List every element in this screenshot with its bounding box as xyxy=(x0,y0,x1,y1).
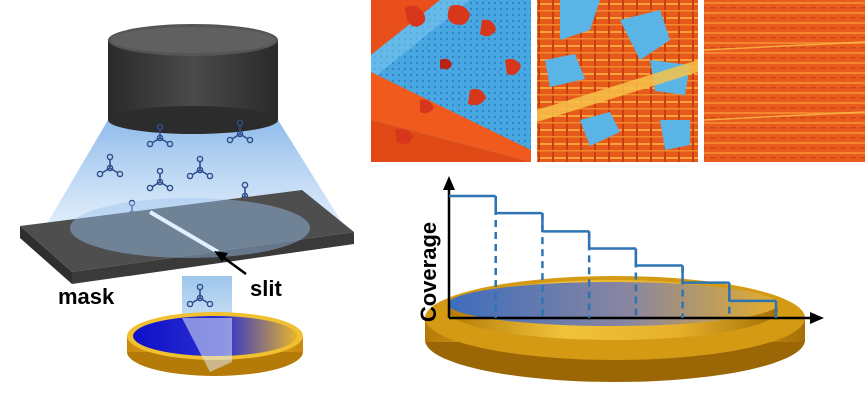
y-axis-arrowhead xyxy=(443,176,455,190)
slit-opening xyxy=(148,210,220,254)
stm-image-low-coverage xyxy=(371,0,531,162)
evaporation-source-icon xyxy=(108,24,278,134)
stm-image-full-coverage xyxy=(703,0,865,162)
y-axis-label: Coverage xyxy=(416,221,441,323)
stm-image-medium-coverage xyxy=(537,0,698,162)
slit-label: slit xyxy=(250,276,282,301)
substrate-disk-right xyxy=(425,276,805,382)
mask-label: mask xyxy=(58,284,115,309)
slit-arrow xyxy=(214,251,247,276)
coverage-chart xyxy=(443,176,824,324)
x-axis-arrowhead xyxy=(810,312,824,324)
mask-plate xyxy=(20,190,354,284)
substrate-disk-left xyxy=(127,312,303,376)
coverage-steps xyxy=(449,194,778,318)
